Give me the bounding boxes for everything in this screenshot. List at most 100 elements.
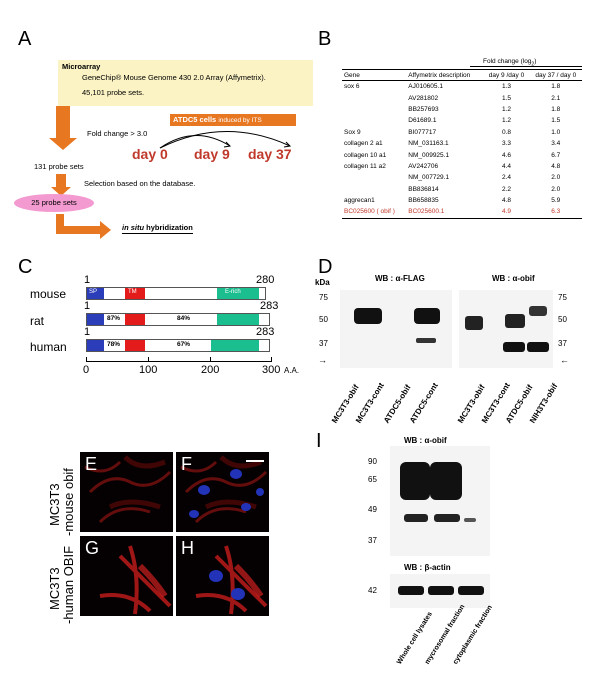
flow-arrow-head-1 xyxy=(49,138,77,150)
cell-day9: 1.2 xyxy=(501,117,511,125)
panel-label-a: A xyxy=(18,28,32,50)
aa-tick-label: 100 xyxy=(139,364,158,376)
flag-band xyxy=(354,308,382,324)
table-row: BB836814 2.2 2.0 xyxy=(342,184,582,195)
mouse-start: 1 xyxy=(84,274,91,286)
table-row: BB257693 1.2 1.8 xyxy=(342,104,582,115)
atdc5-sub: induced by ITS xyxy=(218,117,262,124)
cell-affy: BC025600.1 xyxy=(408,208,445,216)
kda-label: kDa xyxy=(315,278,330,287)
table-row: D61689.1 1.2 1.5 xyxy=(342,115,582,126)
cell-affy: BB658835 xyxy=(408,197,439,205)
wb-flag-title: WB : α-FLAG xyxy=(375,274,425,283)
panel-label-e: E xyxy=(85,454,98,474)
obif-band xyxy=(527,342,549,352)
micrograph-f: F xyxy=(176,452,269,532)
cell-day37: 6.7 xyxy=(551,151,561,159)
mouse-tm-domain: TM xyxy=(125,288,145,299)
panel-label-d: D xyxy=(318,256,333,278)
table-row: collagen 11 a2 AV242706 4.4 4.8 xyxy=(342,161,582,172)
human-track: 78% 67% xyxy=(86,339,270,352)
mouse-end: 280 xyxy=(256,274,275,286)
lane-label: ATDC5-cont xyxy=(408,381,440,425)
human-sp-domain xyxy=(87,340,104,351)
cell-affy: AJ010605.1 xyxy=(408,83,443,91)
table-row: Sox 9 BI077717 0.8 1.0 xyxy=(342,127,582,138)
flow-arrow-head-2 xyxy=(51,187,71,196)
i-band xyxy=(400,462,430,500)
actin-band xyxy=(458,586,484,595)
table-row: AV281802 1.5 2.1 xyxy=(342,92,582,103)
in-situ-hybridization-text: in situ hybridization xyxy=(122,223,193,234)
rat-sp-domain xyxy=(87,314,104,325)
cell-day37: 4.8 xyxy=(551,162,561,170)
fold-header-close: ) xyxy=(534,58,537,65)
cell-day37: 1.8 xyxy=(551,105,561,113)
i-band xyxy=(464,518,476,522)
day-0-label: day 0 xyxy=(132,146,168,162)
table-header-row: Gene Affymetrix description day 9 /day 0… xyxy=(342,70,582,81)
cell-day9: 4.6 xyxy=(501,151,511,159)
mouse-sp-domain: SP xyxy=(87,288,104,299)
atdc5-label: ATDC5 cells xyxy=(173,115,217,124)
in-situ-italic: in situ xyxy=(122,223,145,232)
d-marker-75: 75 xyxy=(319,293,328,302)
table-row: sox 6 AJ010605.1 1.3 1.8 xyxy=(342,81,582,93)
micrograph-g: G xyxy=(80,536,173,616)
table-row: collagen 10 a1 NM_009925.1 4.6 6.7 xyxy=(342,149,582,160)
cell-day9: 1.2 xyxy=(501,105,511,113)
cell-day9: 4.4 xyxy=(501,162,511,170)
genechip-text: GeneChip® Mouse Genome 430 2.0 Array (Af… xyxy=(82,73,266,82)
fold-change-header: Fold change (log2) xyxy=(483,58,536,67)
d-marker-50: 50 xyxy=(319,315,328,324)
micrograph-e: E xyxy=(80,452,173,532)
cell-gene: BC025600 ( obif ) xyxy=(344,208,395,216)
probe-131-text: 131 probe sets xyxy=(34,162,84,171)
microarray-box: Microarray GeneChip® Mouse Genome 430 2.… xyxy=(58,60,313,106)
human-tm-domain xyxy=(125,340,145,351)
cell-affy: NM_007729.1 xyxy=(408,174,450,182)
obif-band xyxy=(505,314,525,328)
cell-day9: 2.4 xyxy=(501,174,511,182)
panel-label-h: H xyxy=(181,538,194,558)
cell-day9: 0.8 xyxy=(501,128,511,136)
cell-day37: 5.9 xyxy=(551,197,561,205)
table-row: collagen 2 a1 NM_031163.1 3.3 3.4 xyxy=(342,138,582,149)
species-mouse: mouse xyxy=(30,287,67,301)
cell-affy: AV281802 xyxy=(408,94,439,102)
cell-affy: D61689.1 xyxy=(408,117,437,125)
bent-arrow-head xyxy=(100,221,111,239)
i-band xyxy=(404,514,428,522)
fold-header-rule xyxy=(470,66,582,67)
cell-day37: 1.0 xyxy=(551,128,561,136)
fold-header-sub: 2 xyxy=(531,61,535,68)
cell-day9: 2.2 xyxy=(501,185,511,193)
cell-gene: sox 6 xyxy=(344,83,360,91)
day-curve-arrows xyxy=(159,131,292,149)
cell-day9: 4.8 xyxy=(501,197,511,205)
cell-day9: 3.3 xyxy=(501,140,511,148)
panel-label-f: F xyxy=(181,454,192,474)
cell-gene xyxy=(342,92,406,103)
i-band xyxy=(430,462,462,500)
panel-label-b: B xyxy=(318,28,332,50)
human-pct-1: 78% xyxy=(107,341,121,348)
fold-header-text: Fold change (log xyxy=(483,58,532,65)
d-marker-37: 37 xyxy=(319,339,328,348)
flag-band xyxy=(416,338,436,343)
erich-label: E-rich xyxy=(225,289,241,295)
selection-text: Selection based on the database. xyxy=(84,179,196,188)
atdc5-box: ATDC5 cells induced by ITS xyxy=(170,114,296,126)
probe-25-text: 25 probe sets xyxy=(31,198,77,207)
panel-label-c: C xyxy=(18,256,33,278)
cell-gene xyxy=(342,172,406,183)
day-37-label: day 37 xyxy=(248,146,292,162)
aa-unit: A.A. xyxy=(284,366,300,375)
rat-pct-2: 84% xyxy=(177,315,191,322)
tm-label: TM xyxy=(128,289,137,295)
cell-affy: NM_031163.1 xyxy=(408,140,449,148)
cell-day37: 2.1 xyxy=(551,94,561,102)
rat-erich-domain xyxy=(217,314,259,325)
cell-day9: 4.9 xyxy=(501,208,511,216)
aa-tick xyxy=(86,357,87,361)
